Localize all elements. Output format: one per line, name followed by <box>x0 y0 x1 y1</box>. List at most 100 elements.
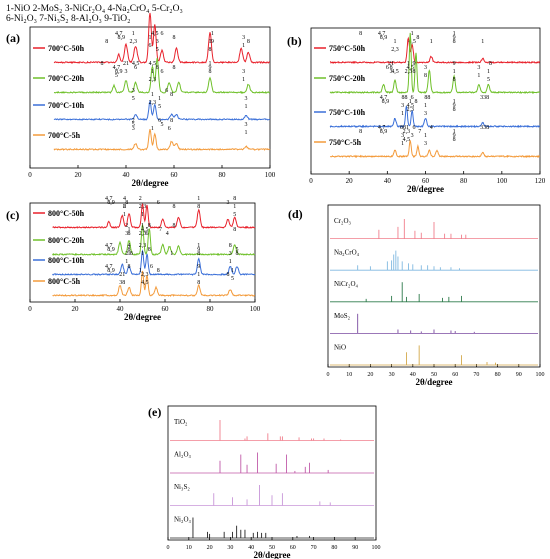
panel-a-peak-label: 4,5 <box>149 61 157 67</box>
panel-a-peak-label: 9 <box>211 39 214 45</box>
panel-b-peak-label: 1 <box>407 61 410 67</box>
panel-b-x-tick-label: 80 <box>460 177 468 185</box>
panel-a-peak-label: 2 <box>132 118 135 124</box>
panel-a-peak-label: 2,3 <box>129 39 137 45</box>
panel-b-peak-label: 1 <box>453 99 456 105</box>
panel-a-peak-label: 8,9 <box>115 69 123 75</box>
panel-c-peak-label: 1 <box>229 259 232 265</box>
panel-c-peak-label: 4,5 <box>141 280 149 286</box>
panel-c-peak-label: 1 <box>141 223 144 229</box>
phase-legend-line-2: 6-Ni₂O₃ 7-Ni₃S₂ 8-Al₂O₃ 9-TiO₂ <box>6 14 131 24</box>
panel-b-peak-label: 88 <box>424 95 430 101</box>
panel-b-peak-label: 3 <box>477 65 480 71</box>
panel-b-peak-label: 3 <box>401 133 404 139</box>
panel-e-x-tick-label: 30 <box>227 545 233 551</box>
panel-a-x-tick-label: 100 <box>265 171 276 179</box>
panel-b-peak-label: 9 <box>413 61 416 67</box>
panel-c-peak-label: 4,7 <box>105 264 113 270</box>
panel-a-peak-label: 4,7 <box>113 65 121 71</box>
panel-c-x-tick-label: 40 <box>117 305 125 313</box>
panel-b-series-line <box>329 32 541 95</box>
panel-b-x-tick-label: 100 <box>497 177 508 185</box>
panel-b-peak-label: 3 <box>424 65 427 71</box>
panel-a-peak-label: 3 <box>156 39 159 45</box>
panel-b-peak-label: 3 <box>401 103 404 109</box>
panel-a-series-line <box>53 100 271 121</box>
panel-c-peak-label: 8 <box>173 204 176 210</box>
panel-d-phase-name: MoS₂ <box>334 312 351 320</box>
panel-b-peak-label: 8 <box>359 31 362 37</box>
panel-c-peak-label: 2,3 <box>139 243 147 249</box>
panel-b-peak-label: 1 <box>424 133 427 139</box>
panel-b-peak-label: 1 <box>430 39 433 45</box>
panel-c-peak-label: 8 <box>197 251 200 257</box>
panel-a-peak-label: 8 <box>173 65 176 71</box>
panel-b-series-name: 750°C-5h <box>329 138 362 147</box>
panel-c-peak-label: 8 <box>173 223 176 229</box>
panel-c-x-tick-label: 80 <box>207 305 215 313</box>
panel-c-peak-label: 3 <box>229 251 232 257</box>
panel-a-x-tick-label: 20 <box>75 171 83 179</box>
panel-a-peak-label: 1 <box>209 39 212 45</box>
panel-a-series-name: 700°C-10h <box>48 101 85 110</box>
panel-a-peak-label: 1 <box>149 35 152 41</box>
panel-b-peak-label: 8 <box>416 35 419 41</box>
panel-a-peak-label: 4,7 <box>115 31 123 37</box>
panel-c-peak-label: 2 <box>139 196 142 202</box>
panel-a-x-tick-label: 0 <box>28 171 32 179</box>
panel-c-peak-label: 1 <box>197 272 200 278</box>
panel-c-peak-label: 6 <box>146 231 149 237</box>
panel-c-peak-label: 2,3 <box>139 231 147 237</box>
panel-c-x-tick-label: 0 <box>28 305 32 313</box>
panel-e-x-tick-label: 0 <box>167 545 170 551</box>
panel-b-series-line <box>329 36 541 65</box>
panel-c-peak-label: 8,9 <box>107 200 115 206</box>
panel-e-x-tick-label: 50 <box>269 545 275 551</box>
panel-c-peak-label: 2,3 <box>141 272 149 278</box>
panel-a-peak-label: 3 <box>132 126 135 132</box>
panel-a-peak-label: 1 <box>211 31 214 37</box>
panel-b-peak-label: 2,3 <box>406 107 414 113</box>
panel-b-peak-label: 8 <box>424 73 427 79</box>
panel-d-x-tick-label: 70 <box>473 372 479 378</box>
panel-c-peak-label: 1 <box>233 204 236 210</box>
panel-c-peak-label: 5 <box>236 247 239 253</box>
panel-c-peak-label: 8 <box>236 251 239 257</box>
panel-c-peak-label: 4,5 <box>141 227 149 233</box>
panel-b-peak-label: 8,9 <box>382 99 390 105</box>
panel-e-x-tick-label: 90 <box>352 545 358 551</box>
panel-b-peak-label: 9 <box>453 35 456 41</box>
panel-b-peak-label: 4,7 <box>380 95 388 101</box>
panel-c-peak-label: 1 <box>170 251 173 257</box>
panel-b-peak-label: 4,5 <box>408 39 416 45</box>
panel-b-peak-label: 9 <box>453 61 456 67</box>
panel-c-peak-label: 2,3 <box>139 204 147 210</box>
panel-c-letter: (c) <box>6 208 19 222</box>
panel-b-peak-label: 3 <box>424 111 427 117</box>
panel-e-letter: (e) <box>148 405 161 419</box>
panel-b-series-line <box>329 105 541 129</box>
panel-b-peak-label: 1 <box>409 99 412 105</box>
panel-c-peak-label: 6 <box>157 200 160 206</box>
panel-b-peak-label: 1 <box>393 39 396 45</box>
panel-a-peak-label: 8 <box>209 47 212 53</box>
panel-a-x-axis-label: 2θ/degree <box>131 178 168 188</box>
panel-b-peak-label: 3 <box>390 69 393 75</box>
panel-d-x-tick-label: 40 <box>410 372 416 378</box>
panel-a-letter: (a) <box>6 31 20 45</box>
panel-a-peak-label: 5 <box>115 73 118 79</box>
panel-b-series-name: 750°C-50h <box>329 44 366 53</box>
panel-b-peak-label: 4,5 <box>406 103 414 109</box>
panel-b-peak-label: 1 <box>487 69 490 75</box>
panel-c-series-name: 800°C-50h <box>48 209 85 218</box>
panel-a-peak-label: 1 <box>245 130 248 136</box>
panel-d-x-tick-label: 100 <box>536 372 545 378</box>
panel-e-x-tick-label: 60 <box>290 545 296 551</box>
panel-d-letter: (d) <box>288 207 303 221</box>
panel-b-peak-label: 9 <box>453 133 456 139</box>
panel-a-series-name: 700°C-5h <box>48 131 81 140</box>
panel-a-peak-label: 8 <box>173 35 176 41</box>
panel-a-series-line <box>53 57 271 95</box>
panel-a-peak-label: 2,3 <box>149 100 157 106</box>
panel-b-letter: (b) <box>287 34 302 48</box>
